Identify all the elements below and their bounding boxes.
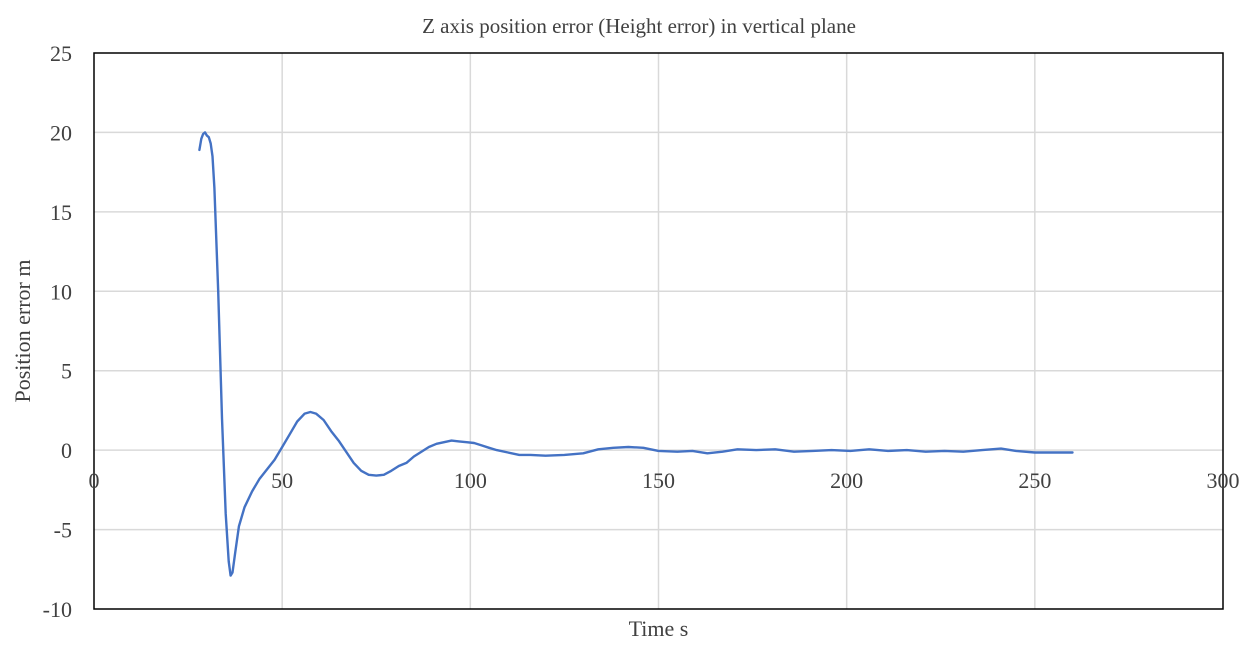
series-layer [198,131,1074,577]
chart-title: Z axis position error (Height error) in … [422,14,856,38]
x-tick-label: 0 [89,468,100,493]
y-axis-label: Position error m [10,260,35,403]
series-line-1 [198,131,1074,577]
plot-border [93,52,1224,610]
x-tick-label: 100 [454,468,487,493]
y-tick-label: 25 [50,41,72,66]
x-tick-label: 50 [271,468,293,493]
y-tick-label: -5 [54,518,72,543]
gridlines [94,53,1223,609]
x-tick-label: 150 [642,468,675,493]
y-tick-label: 15 [50,200,72,225]
y-tick-label: 0 [61,438,72,463]
x-tick-label: 200 [830,468,863,493]
y-tick-label: 5 [61,359,72,384]
x-tick-label: 300 [1207,468,1240,493]
y-tick-label: 10 [50,279,72,304]
y-tick-label: -10 [43,597,72,622]
x-tick-label: 250 [1018,468,1051,493]
x-axis-label: Time s [629,616,689,641]
y-tick-label: 20 [50,120,72,145]
